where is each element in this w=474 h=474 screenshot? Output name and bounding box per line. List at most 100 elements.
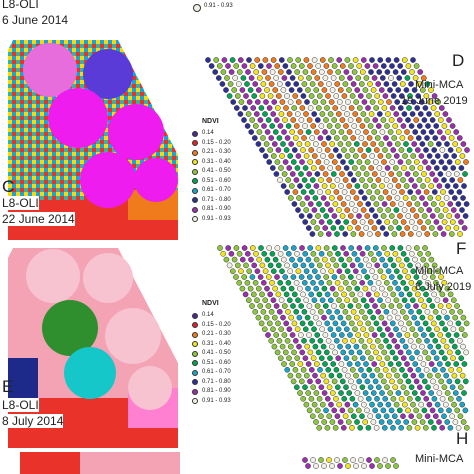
ndvi-point	[348, 378, 354, 385]
ndvi-point	[363, 171, 370, 177]
ndvi-point	[405, 63, 412, 69]
ndvi-point	[299, 201, 306, 207]
ndvi-point	[287, 195, 294, 201]
ndvi-point	[372, 117, 379, 123]
ndvi-point	[325, 337, 332, 344]
ndvi-point	[273, 117, 280, 123]
ndvi-point	[285, 279, 292, 286]
ndvi-point	[329, 314, 336, 321]
ndvi-point	[270, 153, 277, 159]
ndvi-point	[367, 81, 373, 87]
ndvi-point	[300, 189, 307, 195]
ndvi-point	[358, 366, 364, 373]
ndvi-point	[318, 457, 324, 463]
ndvi-point	[384, 355, 391, 362]
ndvi-point	[292, 262, 299, 269]
ndvi-point	[295, 207, 301, 213]
ndvi-point	[355, 332, 362, 338]
ndvi-point	[219, 81, 226, 87]
ndvi-point	[445, 171, 452, 177]
ndvi-point	[306, 213, 313, 219]
ndvi-point	[386, 195, 393, 201]
ndvi-point	[334, 279, 341, 286]
ndvi-point	[392, 384, 399, 391]
ndvi-point	[284, 189, 291, 195]
ndvi-point	[382, 395, 389, 402]
ndvi-point	[329, 390, 336, 396]
ndvi-point	[249, 117, 256, 123]
ndvi-point	[405, 213, 412, 219]
ndvi-point	[428, 225, 435, 231]
ndvi-point	[378, 87, 385, 93]
ndvi-point	[407, 337, 414, 344]
ndvi-point	[371, 225, 378, 231]
ndvi-point	[450, 326, 457, 333]
legend-item: 0.21 - 0.30	[192, 330, 231, 340]
ndvi-point	[295, 268, 302, 275]
ndvi-point	[326, 457, 332, 463]
ndvi-point	[346, 361, 353, 367]
ndvi-point	[321, 390, 328, 396]
ndvi-point	[253, 250, 259, 257]
ndvi-point	[378, 285, 385, 292]
ndvi-point	[308, 189, 315, 195]
legend-item: 0.31 - 0.40	[192, 340, 231, 350]
ndvi-point	[420, 332, 427, 338]
ndvi-point	[403, 141, 409, 147]
ndvi-point	[296, 314, 303, 321]
ndvi-point	[328, 268, 335, 275]
ndvi-point	[304, 141, 311, 147]
ndvi-point	[386, 419, 393, 425]
ndvi-point	[426, 153, 433, 159]
ndvi-point	[295, 372, 302, 379]
ndvi-point	[393, 111, 400, 117]
ndvi-point	[261, 326, 268, 333]
ndvi-point	[288, 314, 295, 321]
ndvi-point	[310, 123, 317, 129]
ndvi-point	[338, 390, 344, 396]
legend-title: NDVI	[202, 300, 219, 307]
ndvi-point	[414, 349, 420, 356]
ndvi-point	[341, 189, 348, 195]
ndvi-point	[351, 250, 358, 257]
ndvi-point	[358, 457, 364, 463]
ndvi-point	[411, 314, 418, 321]
ndvi-point	[318, 413, 324, 420]
ndvi-point	[315, 159, 322, 165]
ndvi-point	[352, 401, 359, 408]
ndvi-point	[331, 378, 338, 385]
ndvi-point	[388, 407, 395, 414]
ndvi-point	[454, 213, 461, 219]
ndvi-point	[313, 285, 320, 292]
ndvi-point	[351, 69, 358, 75]
ndvi-point	[403, 183, 410, 189]
ndvi-point	[319, 207, 326, 213]
ndvi-point	[300, 291, 306, 298]
ndvi-point	[353, 463, 359, 469]
ndvi-point	[427, 99, 433, 105]
ndvi-point	[403, 256, 410, 263]
ndvi-point	[369, 372, 376, 379]
panel-e-sensor-label: L8-OLI	[2, 398, 39, 412]
ndvi-point	[406, 291, 413, 298]
ndvi-point	[226, 262, 233, 269]
ndvi-point	[432, 177, 439, 183]
ndvi-point	[237, 111, 244, 117]
ndvi-point	[367, 177, 374, 183]
ndvi-point	[423, 93, 430, 99]
ndvi-point	[327, 355, 333, 362]
ndvi-point	[234, 262, 241, 269]
ndvi-point	[399, 135, 406, 141]
ndvi-point	[347, 117, 354, 123]
ndvi-point	[333, 135, 340, 141]
ndvi-point	[323, 407, 329, 414]
ndvi-point	[343, 165, 350, 171]
ndvi-point	[399, 308, 406, 315]
ndvi-point	[400, 384, 407, 391]
ndvi-point	[275, 262, 282, 269]
ndvi-point	[370, 390, 377, 396]
ndvi-point	[339, 407, 346, 414]
ndvi-point	[281, 332, 288, 338]
ndvi-point	[419, 314, 426, 321]
ndvi-point	[307, 63, 313, 69]
